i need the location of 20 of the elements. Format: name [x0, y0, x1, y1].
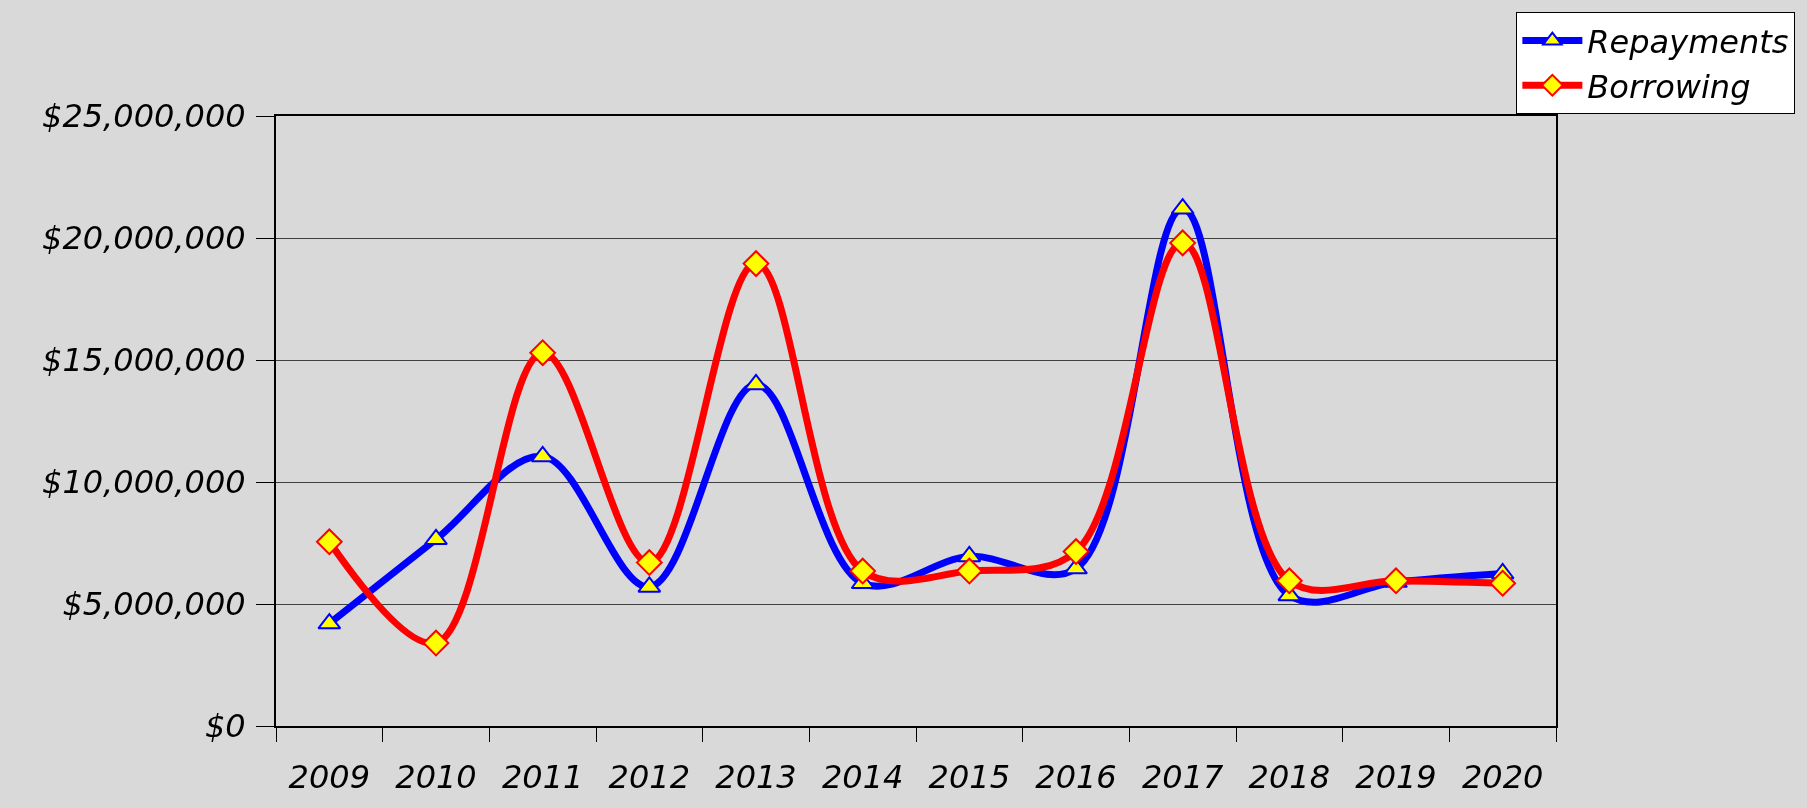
y-tick-label: $5,000,000	[62, 585, 246, 624]
x-tick-label: 2013	[715, 758, 797, 797]
legend-label: Borrowing	[1587, 67, 1751, 106]
x-tick-label: 2011	[501, 758, 584, 797]
x-tick-label: 2010	[395, 758, 477, 797]
x-tick-label: 2018	[1248, 758, 1331, 797]
y-tick-label: $0	[204, 707, 246, 746]
y-tick-label: $10,000,000	[42, 463, 246, 502]
legend-label: Repayments	[1587, 23, 1789, 62]
y-tick-label: $15,000,000	[42, 341, 246, 380]
x-tick-label: 2014	[821, 758, 904, 797]
x-tick-label: 2016	[1035, 758, 1117, 797]
x-tick-label: 2015	[928, 758, 1011, 797]
y-tick-label: $20,000,000	[42, 219, 246, 258]
x-tick-label: 2017	[1141, 758, 1225, 797]
x-tick-label: 2020	[1461, 758, 1544, 797]
y-tick-label: $25,000,000	[42, 97, 246, 136]
x-tick-label: 2019	[1355, 758, 1437, 797]
x-tick-label: 2012	[608, 758, 691, 797]
x-tick-label: 2009	[288, 758, 371, 797]
